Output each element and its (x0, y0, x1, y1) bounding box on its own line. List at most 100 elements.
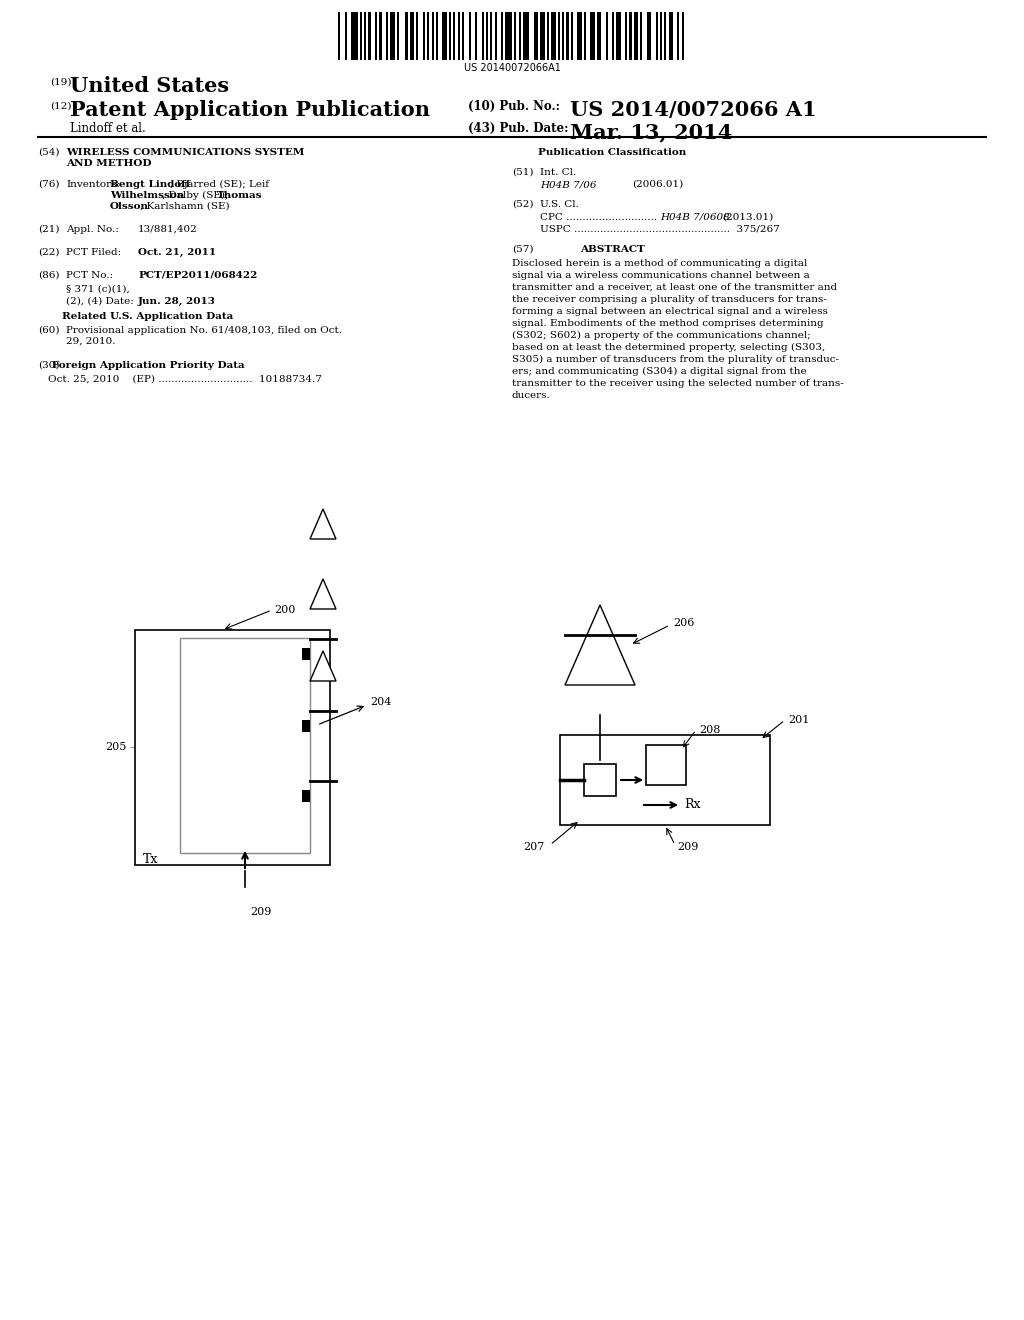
Text: United States: United States (70, 77, 229, 96)
Bar (423, 12, 425, 59)
Bar (379, 12, 382, 59)
Text: Appl. No.:: Appl. No.: (66, 224, 119, 234)
Bar (523, 12, 529, 59)
Text: AND METHOD: AND METHOD (66, 158, 152, 168)
Bar (640, 12, 642, 59)
Text: WIRELESS COMMUNICATIONS SYSTEM: WIRELESS COMMUNICATIONS SYSTEM (66, 148, 304, 157)
Text: (21): (21) (38, 224, 59, 234)
Bar (386, 12, 388, 59)
Bar (578, 12, 582, 59)
Text: ABSTRACT: ABSTRACT (580, 246, 644, 253)
Bar (514, 12, 516, 59)
Bar (616, 12, 621, 59)
Bar (501, 12, 504, 59)
Text: (2006.01): (2006.01) (632, 180, 683, 189)
Bar (338, 12, 340, 59)
Text: (54): (54) (38, 148, 59, 157)
Text: H04B 7/0608: H04B 7/0608 (660, 213, 730, 222)
Text: (19): (19) (50, 78, 72, 87)
Text: 209: 209 (250, 907, 271, 917)
Bar (351, 12, 357, 59)
Text: Foreign Application Priority Data: Foreign Application Priority Data (51, 360, 245, 370)
Text: Inventors:: Inventors: (66, 180, 120, 189)
Bar (495, 12, 497, 59)
Text: Thomas: Thomas (217, 191, 262, 201)
Text: (12): (12) (50, 102, 72, 111)
Bar (417, 12, 419, 59)
Bar (560, 735, 770, 825)
Text: Patent Application Publication: Patent Application Publication (70, 100, 430, 120)
Bar (462, 12, 464, 59)
Bar (590, 12, 595, 59)
Polygon shape (565, 605, 635, 685)
Bar (369, 12, 371, 59)
Bar (562, 12, 564, 59)
Text: CPC ............................: CPC ............................ (540, 213, 657, 222)
Bar (647, 12, 651, 59)
Text: (51): (51) (512, 168, 534, 177)
Bar (390, 12, 394, 59)
Bar (375, 12, 377, 59)
Bar (458, 12, 460, 59)
Bar (486, 12, 488, 59)
Bar (584, 12, 586, 59)
Text: (76): (76) (38, 180, 59, 189)
Bar (302, 719, 310, 733)
Text: (10) Pub. No.:: (10) Pub. No.: (468, 100, 560, 114)
Bar (449, 12, 452, 59)
Bar (558, 12, 560, 59)
Bar (406, 12, 408, 59)
Text: Wilhelmsson: Wilhelmsson (110, 191, 184, 201)
Text: US 2014/0072066 A1: US 2014/0072066 A1 (570, 100, 816, 120)
Text: PCT Filed:: PCT Filed: (66, 248, 121, 257)
Text: PCT/EP2011/068422: PCT/EP2011/068422 (138, 271, 257, 280)
Bar (436, 12, 438, 59)
Polygon shape (310, 579, 336, 609)
Bar (646, 744, 686, 785)
Bar (570, 12, 572, 59)
Text: , Dalby (SE);: , Dalby (SE); (162, 191, 231, 201)
Bar (551, 12, 555, 59)
Bar (547, 12, 549, 59)
Bar (481, 12, 483, 59)
Text: Olsson: Olsson (110, 202, 150, 211)
Text: Mar. 13, 2014: Mar. 13, 2014 (570, 121, 732, 143)
Text: § 371 (c)(1),: § 371 (c)(1), (66, 285, 130, 294)
Text: (86): (86) (38, 271, 59, 280)
Text: Oct. 21, 2011: Oct. 21, 2011 (138, 248, 216, 257)
Bar (659, 12, 663, 59)
Bar (541, 12, 545, 59)
Text: (57): (57) (512, 246, 534, 253)
Bar (180, 638, 310, 853)
Text: Lindoff et al.: Lindoff et al. (70, 121, 145, 135)
Bar (359, 12, 361, 59)
Bar (475, 12, 477, 59)
Text: PCT No.:: PCT No.: (66, 271, 113, 280)
Bar (442, 12, 446, 59)
Bar (669, 12, 673, 59)
Bar (625, 12, 628, 59)
Bar (302, 789, 310, 803)
Text: 204: 204 (370, 697, 391, 708)
Text: (30): (30) (38, 360, 59, 370)
Text: (43) Pub. Date:: (43) Pub. Date: (468, 121, 568, 135)
Bar (605, 12, 607, 59)
Text: U.S. Cl.: U.S. Cl. (540, 201, 579, 209)
Text: (60): (60) (38, 326, 59, 335)
Text: Tx: Tx (143, 853, 159, 866)
Text: (2013.01): (2013.01) (722, 213, 773, 222)
Text: Provisional application No. 61/408,103, filed on Oct.: Provisional application No. 61/408,103, … (66, 326, 342, 335)
Text: Rx: Rx (684, 799, 700, 812)
Bar (344, 12, 347, 59)
Text: 13/881,402: 13/881,402 (138, 224, 198, 234)
Text: 209: 209 (677, 842, 698, 851)
Text: 208: 208 (699, 725, 720, 735)
Text: US 20140072066A1: US 20140072066A1 (464, 63, 560, 73)
Text: Oct. 25, 2010    (EP) .............................  10188734.7: Oct. 25, 2010 (EP) .....................… (48, 375, 322, 384)
Bar (469, 12, 471, 59)
Text: 205: 205 (105, 742, 127, 752)
Text: (22): (22) (38, 248, 59, 257)
Bar (584, 764, 616, 796)
Text: , Karlshamn (SE): , Karlshamn (SE) (140, 202, 229, 211)
Polygon shape (310, 651, 336, 681)
